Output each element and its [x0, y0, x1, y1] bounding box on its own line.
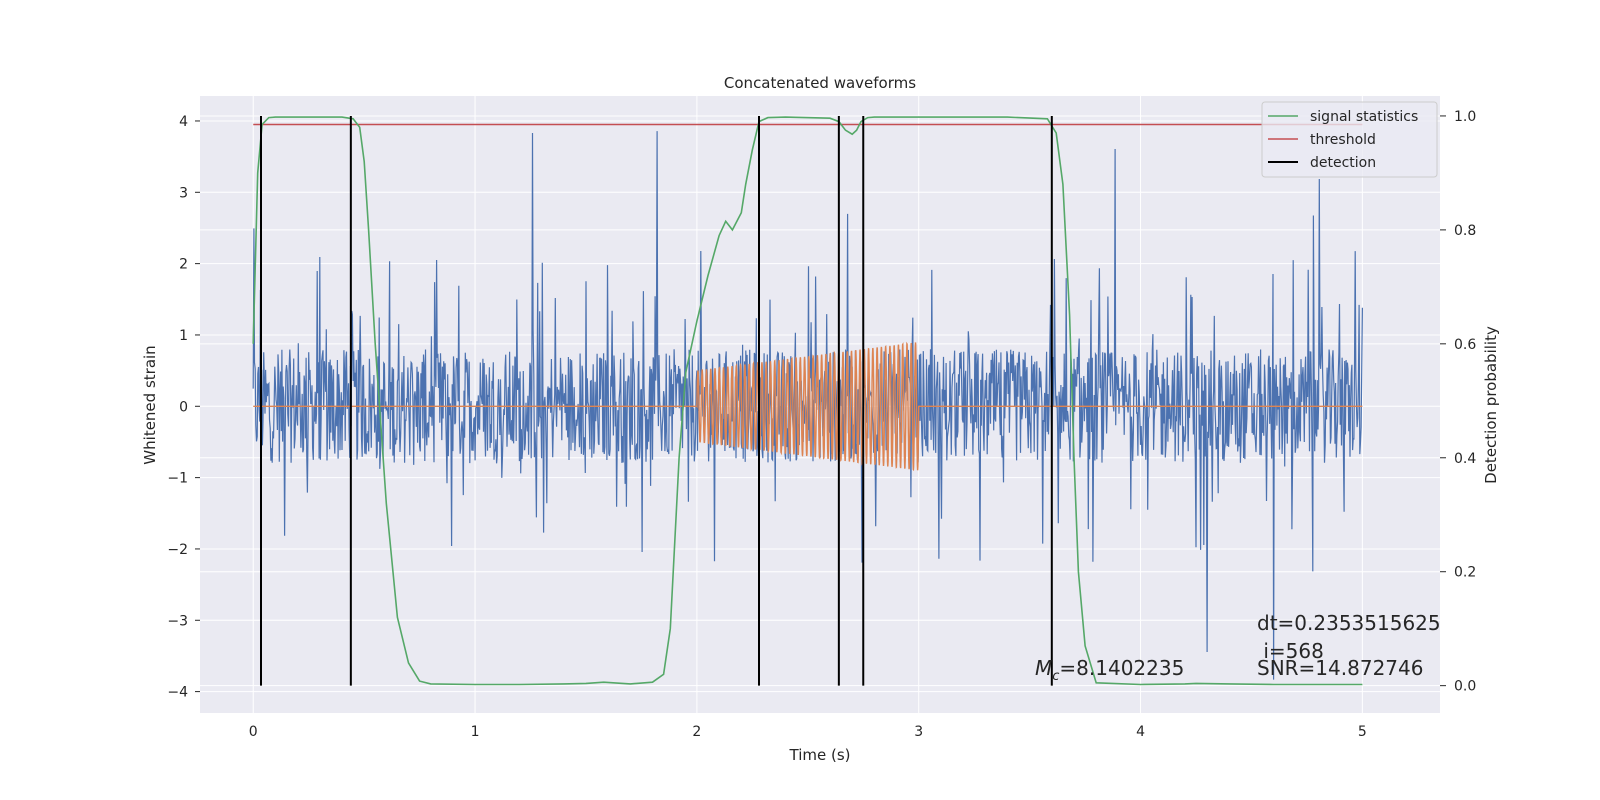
tick-labels: 0 1 2 3 4 5 −4 −3 −2 −1 0 1 2 3 4 0.0 0.2 0.4 0.6 0.8 1.0 — [167, 109, 1476, 740]
x-tick-label: 4 — [1136, 724, 1145, 740]
chirp-mass-subscript: c — [1052, 669, 1059, 684]
series-layer — [252, 115, 1363, 686]
y2-axis-label: Detection probability — [1482, 326, 1500, 484]
y-tick-label: 1 — [179, 328, 188, 344]
chirp-mass-symbol: M — [1035, 656, 1052, 680]
y-axis-label: Whitened strain — [141, 345, 159, 464]
x-tick-label: 2 — [692, 724, 701, 740]
y-tick-label: 3 — [179, 185, 188, 201]
y2-tick-label: 0.8 — [1454, 223, 1476, 239]
y2-tick-label: 0.0 — [1454, 679, 1476, 695]
legend-label-signal-statistics: signal statistics — [1310, 109, 1418, 125]
x-tick-label: 3 — [914, 724, 923, 740]
legend-label-threshold: threshold — [1310, 132, 1376, 148]
x-axis-label: Time (s) — [789, 746, 851, 764]
legend-box — [1261, 101, 1438, 178]
y-tick-label: −3 — [167, 613, 188, 629]
y-tick-label: 4 — [179, 114, 188, 130]
chart-title: Concatenated waveforms — [724, 74, 916, 92]
legend-label-detection: detection — [1310, 155, 1376, 171]
y2-tick-label: 0.6 — [1454, 337, 1476, 353]
y2-tick-label: 1.0 — [1454, 109, 1476, 125]
x-tick-label: 1 — [471, 724, 480, 740]
x-tick-label: 5 — [1358, 724, 1367, 740]
x-tick-label: 0 — [249, 724, 258, 740]
chirp-mass-annotation: Mc=8.1402235 — [1035, 656, 1184, 684]
index-annotation: i=568 — [1257, 639, 1324, 663]
y-tick-label: 0 — [179, 399, 188, 415]
y2-tick-label: 0.4 — [1454, 451, 1476, 467]
signal-statistics-line — [252, 116, 1363, 686]
y-tick-label: 2 — [179, 257, 188, 273]
y2-tick-label: 0.2 — [1454, 565, 1476, 581]
dt-annotation: dt=0.2353515625 — [1257, 611, 1441, 635]
snr-annotation: SNR=14.872746 — [1257, 656, 1423, 680]
y-tick-label: −1 — [167, 471, 188, 487]
injected-signal-line — [253, 341, 1363, 472]
y-tick-label: −2 — [167, 542, 188, 558]
legend: signal statistics threshold detection — [1261, 101, 1438, 178]
y-tick-label: −4 — [167, 685, 188, 701]
chirp-mass-value: =8.1402235 — [1059, 656, 1184, 680]
